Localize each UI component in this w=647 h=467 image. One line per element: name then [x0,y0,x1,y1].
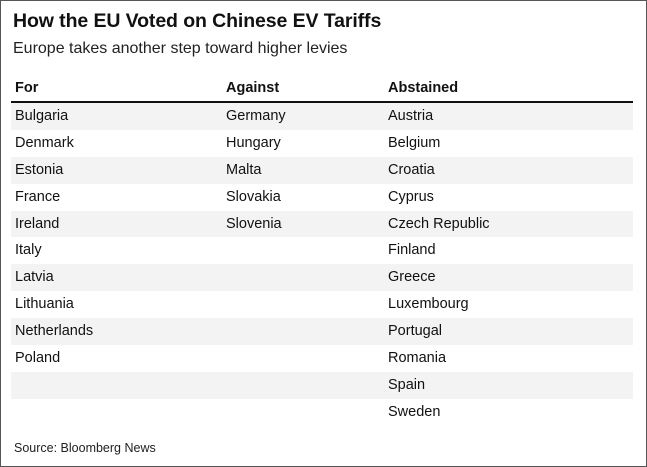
vote-table: For Against Abstained Bulgaria Germany Aus… [11,76,633,426]
cell-abstained: Luxembourg [388,296,469,313]
cell-against: Malta [226,161,262,178]
cell-against: Germany [226,108,286,124]
cell-abstained: Finland [388,242,436,259]
cell-for: Bulgaria [15,108,69,124]
cell-for: Ireland [15,215,60,232]
column-header-for: For [15,80,39,96]
cell-against: Slovenia [226,215,282,232]
table-row: Sweden [11,399,633,426]
table-row: Denmark Hungary Belgium [11,130,633,157]
cell-for: Poland [15,350,61,367]
cell-abstained: Portugal [388,323,443,340]
table-row: Lithuania Luxembourg [11,291,633,318]
cell-against: Hungary [226,134,281,151]
cell-abstained: Sweden [388,403,441,420]
cell-abstained: Czech Republic [388,215,490,232]
table-row: Spain [11,371,633,399]
cell-for: France [15,188,61,205]
cell-against: Slovakia [226,188,281,205]
cell-for: Italy [15,242,42,259]
table-row: Italy Finland [11,237,633,264]
table-row: Latvia Greece [11,264,633,292]
chart-title: How the EU Voted on Chinese EV Tariffs [13,10,382,32]
cell-abstained: Belgium [388,134,441,151]
cell-abstained: Romania [388,350,447,367]
column-header-abstained: Abstained [388,80,459,96]
cell-abstained: Greece [388,269,436,286]
cell-for: Estonia [15,161,64,178]
cell-for: Lithuania [15,296,74,313]
cell-for: Denmark [15,134,74,151]
cell-abstained: Spain [388,376,426,393]
cell-abstained: Austria [388,108,434,124]
table-body: Bulgaria Germany Austria Denmark Hungary Belg… [11,103,633,426]
column-header-against: Against [226,80,280,96]
table-row: Poland Romania [11,345,633,372]
table-row: Ireland Slovenia Czech Republic [11,210,633,238]
cell-abstained: Croatia [388,161,435,178]
table-header: For Against Abstained [11,76,633,103]
cell-for: Latvia [15,269,54,286]
table-row: Estonia Malta Croatia [11,156,633,184]
table-row: France Slovakia Cyprus [11,184,633,211]
cell-for: Netherlands [15,323,94,340]
chart-subtitle: Europe takes another step toward higher … [13,40,348,57]
cell-abstained: Cyprus [388,188,434,205]
table-row: Bulgaria Germany Austria [11,103,633,130]
source-note: Source: Bloomberg News [14,441,156,455]
table-row: Netherlands Portugal [11,318,633,346]
